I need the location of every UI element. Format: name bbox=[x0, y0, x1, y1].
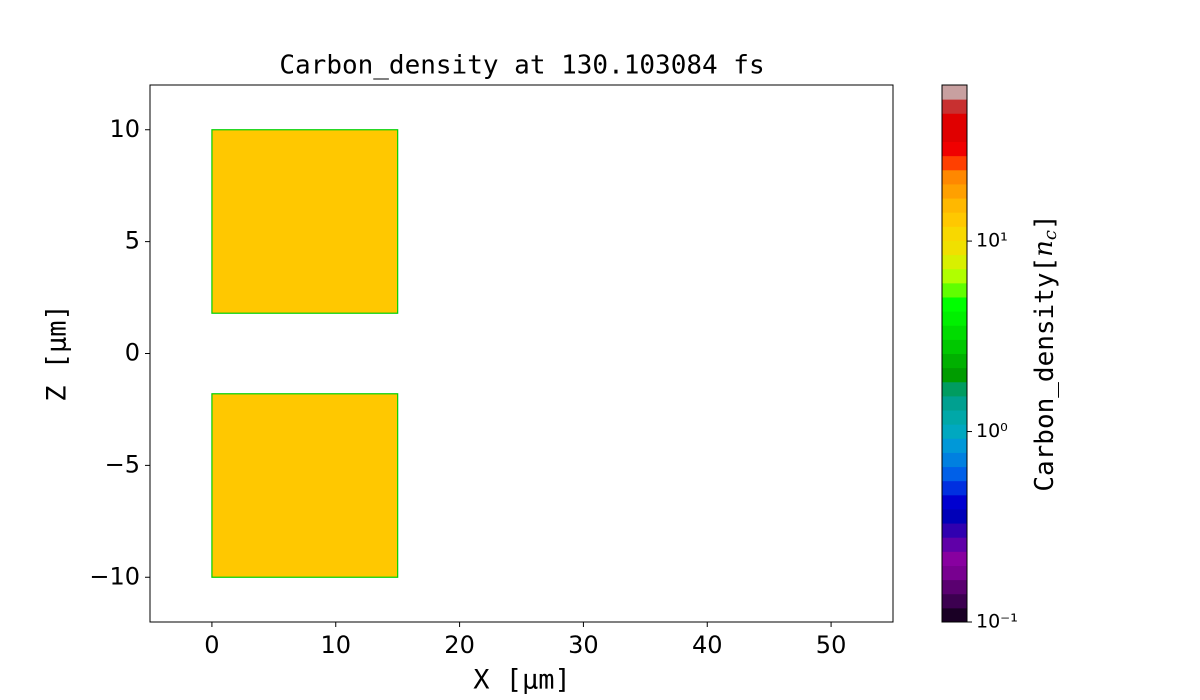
x-tick-label: 0 bbox=[204, 631, 219, 659]
colorbar-swatch bbox=[942, 494, 967, 510]
colorbar-swatch bbox=[942, 268, 967, 284]
y-axis-label: Z [μm] bbox=[42, 304, 73, 402]
colorbar-label-sub: c bbox=[1040, 230, 1061, 240]
colorbar-swatch bbox=[942, 311, 967, 326]
colorbar-swatch bbox=[942, 381, 967, 397]
colorbar-swatch bbox=[942, 607, 967, 623]
x-tick-label: 40 bbox=[692, 631, 723, 659]
chart-title: Carbon_density at 130.103084 fs bbox=[279, 51, 764, 81]
colorbar-label-end: ] bbox=[1030, 214, 1060, 230]
colorbar-swatch bbox=[942, 551, 967, 566]
colorbar-swatch bbox=[942, 240, 967, 256]
x-tick-label: 20 bbox=[444, 631, 475, 659]
colorbar-tick-label: 10⁻¹ bbox=[976, 611, 1018, 633]
y-tick-label: 5 bbox=[125, 227, 140, 255]
density-region bbox=[211, 393, 399, 578]
x-tick-label: 50 bbox=[816, 631, 847, 659]
colorbar-swatch bbox=[942, 410, 967, 425]
colorbar-swatch bbox=[942, 466, 967, 482]
colorbar-swatch bbox=[942, 183, 967, 199]
colorbar-tick-label: 10¹ bbox=[976, 230, 1008, 252]
colorbar-swatch bbox=[942, 141, 967, 157]
colorbar-swatch bbox=[942, 155, 967, 171]
colorbar-swatch bbox=[942, 438, 967, 453]
y-tick-label: −10 bbox=[89, 562, 140, 590]
colorbar-swatch bbox=[942, 113, 967, 128]
colorbar-label: Carbon_density[nc] bbox=[1029, 214, 1061, 491]
colorbar-frame bbox=[941, 84, 968, 623]
colorbar-swatch bbox=[942, 254, 967, 270]
colorbar-label-unit: n bbox=[1029, 240, 1059, 257]
colorbar-swatch bbox=[942, 424, 967, 439]
y-tick-label: 0 bbox=[125, 339, 140, 367]
colorbar-swatch bbox=[942, 212, 967, 227]
colorbar-swatch bbox=[942, 296, 967, 312]
colorbar-swatch bbox=[942, 198, 967, 213]
colorbar-swatch bbox=[942, 579, 967, 595]
density-region bbox=[211, 129, 399, 314]
colorbar-swatch bbox=[942, 169, 967, 185]
colorbar-swatch bbox=[942, 99, 967, 114]
x-tick-label: 10 bbox=[320, 631, 351, 659]
y-tick-label: 10 bbox=[109, 115, 140, 143]
y-tick-label: −5 bbox=[105, 450, 140, 478]
colorbar-swatch bbox=[942, 367, 967, 383]
colorbar-swatch bbox=[942, 395, 967, 411]
colorbar-swatch bbox=[942, 85, 967, 100]
colorbar-swatch bbox=[942, 593, 967, 609]
colorbar-swatch bbox=[942, 565, 967, 581]
colorbar-swatch bbox=[942, 480, 967, 496]
x-tick-label: 30 bbox=[568, 631, 599, 659]
colorbar-swatch bbox=[942, 226, 967, 241]
x-axis-label: X [μm] bbox=[473, 665, 571, 696]
colorbar-swatch bbox=[942, 523, 967, 538]
colorbar-swatch bbox=[942, 282, 967, 298]
colorbar-swatch bbox=[942, 537, 967, 552]
colorbar-swatch bbox=[942, 325, 967, 340]
colorbar-swatch bbox=[942, 339, 967, 354]
colorbar-label-text: Carbon_density[ bbox=[1030, 257, 1060, 492]
colorbar-tick-label: 10⁰ bbox=[976, 420, 1008, 442]
colorbar-swatch bbox=[942, 127, 967, 143]
colorbar-swatch bbox=[942, 508, 967, 524]
colorbar-swatch bbox=[942, 452, 967, 468]
colorbar-swatch bbox=[942, 353, 967, 369]
